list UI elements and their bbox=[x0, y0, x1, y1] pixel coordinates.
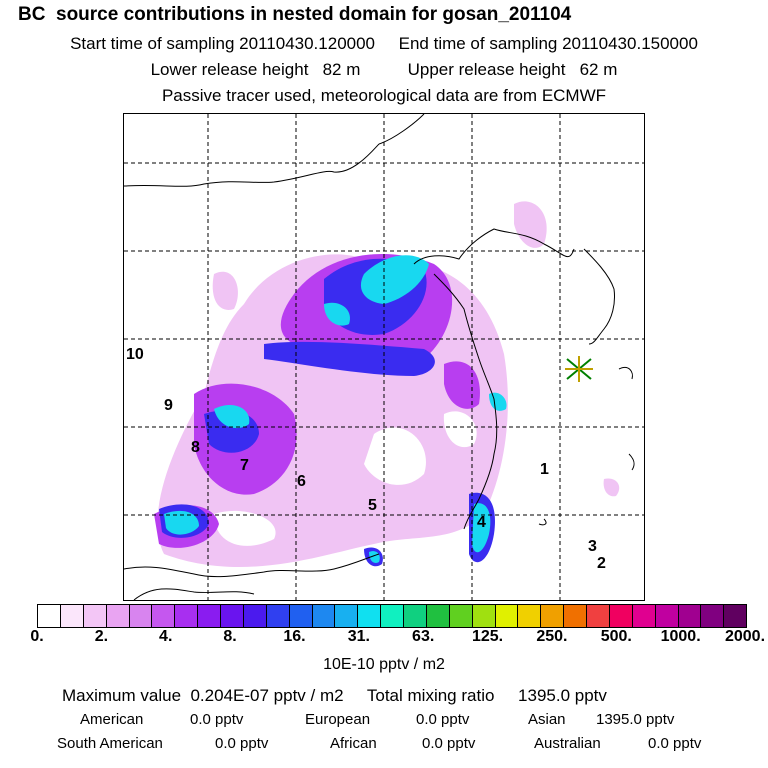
colorbar-swatch-22 bbox=[541, 605, 565, 627]
colorbar-swatch-2 bbox=[83, 605, 107, 627]
australian-label: Australian bbox=[534, 735, 601, 752]
asian-label: Asian bbox=[528, 711, 566, 728]
european-value: 0.0 pptv bbox=[416, 711, 470, 728]
region-label-5: 5 bbox=[368, 497, 377, 514]
colorbar-swatch-11 bbox=[289, 605, 313, 627]
colorbar-swatch-21 bbox=[518, 605, 542, 627]
max-value-line: Maximum value 0.204E-07 pptv / m2 Total … bbox=[62, 686, 607, 705]
colorbar-tick-6: 63. bbox=[412, 628, 435, 645]
african-value: 0.0 pptv bbox=[422, 735, 476, 752]
colorbar-tick-9: 500. bbox=[600, 628, 632, 645]
coastlines bbox=[124, 114, 635, 600]
colorbar-swatch-27 bbox=[655, 605, 679, 627]
colorbar-swatch-20 bbox=[495, 605, 519, 627]
colorbar-swatch-1 bbox=[60, 605, 84, 627]
colorbar-swatch-3 bbox=[106, 605, 130, 627]
asian-value: 1395.0 pptv bbox=[596, 711, 675, 728]
plot-title: BC source contributions in nested domain… bbox=[18, 4, 572, 25]
region-label-3: 3 bbox=[588, 538, 597, 555]
colorbar-tick-4: 16. bbox=[283, 628, 306, 645]
colorbar-tick-0: 0. bbox=[30, 628, 44, 645]
colorbar-swatch-29 bbox=[701, 605, 725, 627]
european-label: European bbox=[305, 711, 371, 728]
colorbar-swatch-5 bbox=[152, 605, 176, 627]
colorbar-tick-11: 2000. bbox=[724, 628, 766, 645]
colorbar-swatch-18 bbox=[449, 605, 473, 627]
map-gridlines bbox=[124, 114, 644, 600]
colorbar-swatch-19 bbox=[472, 605, 496, 627]
colorbar-swatch-13 bbox=[335, 605, 359, 627]
map-canvas: 10 9 8 7 6 5 4 1 3 2 bbox=[124, 114, 644, 600]
colorbar-tick-3: 8. bbox=[223, 628, 237, 645]
region-label-2: 2 bbox=[597, 555, 606, 572]
contribution-map: 10 9 8 7 6 5 4 1 3 2 bbox=[123, 113, 645, 601]
colorbar-unit: 10E-10 pptv / m2 bbox=[323, 656, 445, 673]
colorbar-swatch-26 bbox=[632, 605, 656, 627]
region-label-7: 7 bbox=[240, 457, 249, 474]
colorbar-tick-8: 250. bbox=[536, 628, 568, 645]
colorbar-swatch-16 bbox=[404, 605, 427, 627]
region-label-1: 1 bbox=[540, 461, 549, 478]
south-american-label: South American bbox=[57, 735, 163, 752]
colorbar-swatch-10 bbox=[266, 605, 290, 627]
region-label-10: 10 bbox=[126, 346, 144, 363]
colorbar-tick-2: 4. bbox=[159, 628, 173, 645]
colorbar-swatch-23 bbox=[564, 605, 587, 627]
colorbar-swatch-24 bbox=[587, 605, 610, 627]
region-label-6: 6 bbox=[297, 473, 306, 490]
colorbar-swatch-0 bbox=[38, 605, 61, 627]
colorbar-swatch-12 bbox=[312, 605, 336, 627]
colorbar-swatch-15 bbox=[381, 605, 404, 627]
region-label-9: 9 bbox=[164, 397, 173, 414]
south-american-value: 0.0 pptv bbox=[215, 735, 269, 752]
sampling-times: Start time of sampling 20110430.120000 E… bbox=[70, 34, 698, 53]
star-marker bbox=[565, 356, 593, 382]
region-label-4: 4 bbox=[477, 514, 486, 531]
colorbar-swatch-17 bbox=[426, 605, 450, 627]
colorbar-swatch-28 bbox=[678, 605, 702, 627]
plume-cyan bbox=[164, 255, 507, 563]
plume-clear bbox=[214, 411, 477, 546]
colorbar-swatch-4 bbox=[129, 605, 153, 627]
american-label: American bbox=[80, 711, 144, 728]
colorbar-swatch-25 bbox=[609, 605, 633, 627]
region-label-8: 8 bbox=[191, 439, 200, 456]
colorbar-tick-7: 125. bbox=[471, 628, 504, 645]
australian-value: 0.0 pptv bbox=[648, 735, 702, 752]
colorbar-swatch-6 bbox=[175, 605, 199, 627]
colorbar-tick-1: 2. bbox=[94, 628, 109, 645]
colorbar-tick-10: 1000. bbox=[660, 628, 701, 645]
tracer-note: Passive tracer used, meteorological data… bbox=[161, 86, 607, 105]
colorbar-swatch-30 bbox=[724, 605, 747, 627]
african-label: African bbox=[330, 735, 377, 752]
release-heights: Lower release height 82 m Upper release … bbox=[150, 60, 618, 79]
colorbar-swatch-8 bbox=[221, 605, 244, 627]
colorbar bbox=[37, 604, 747, 628]
colorbar-swatch-9 bbox=[243, 605, 267, 627]
colorbar-swatch-14 bbox=[358, 605, 382, 627]
colorbar-swatch-7 bbox=[198, 605, 221, 627]
american-value: 0.0 pptv bbox=[190, 711, 244, 728]
colorbar-tick-5: 31. bbox=[347, 628, 370, 645]
